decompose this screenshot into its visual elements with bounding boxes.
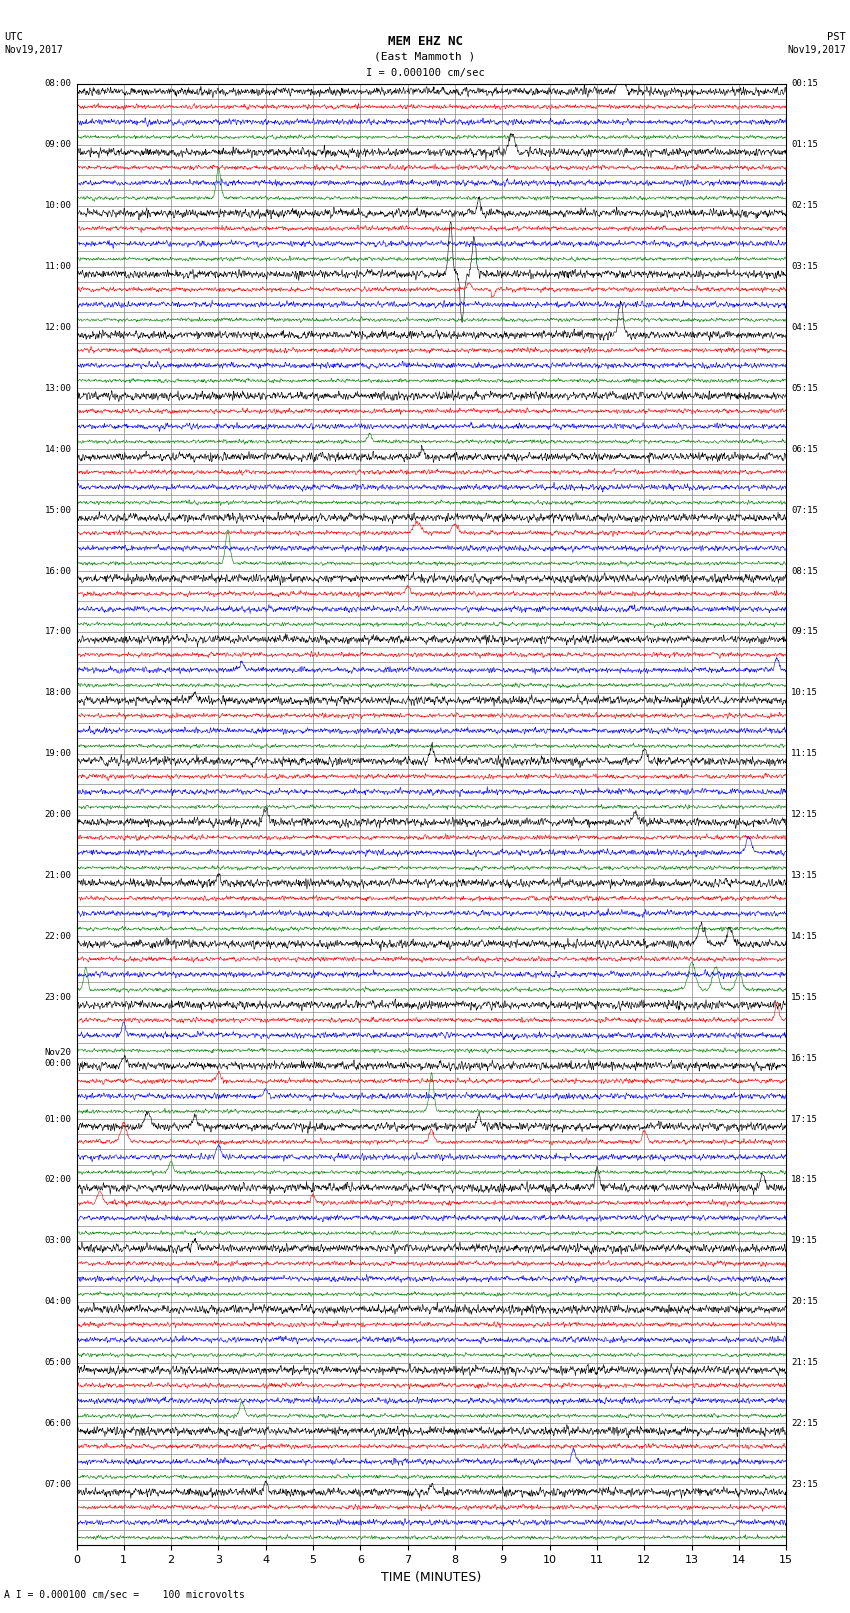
- Text: MEM EHZ NC: MEM EHZ NC: [388, 35, 462, 48]
- Text: 13:00: 13:00: [44, 384, 71, 394]
- Text: 06:15: 06:15: [791, 445, 819, 453]
- Text: 05:00: 05:00: [44, 1358, 71, 1368]
- Text: 08:15: 08:15: [791, 566, 819, 576]
- Text: 00:15: 00:15: [791, 79, 819, 89]
- Text: 05:15: 05:15: [791, 384, 819, 394]
- Text: (East Mammoth ): (East Mammoth ): [374, 52, 476, 61]
- Text: 22:00: 22:00: [44, 932, 71, 940]
- Text: 09:15: 09:15: [791, 627, 819, 637]
- Text: 10:00: 10:00: [44, 202, 71, 210]
- Text: 16:15: 16:15: [791, 1053, 819, 1063]
- Text: 14:15: 14:15: [791, 932, 819, 940]
- Text: 18:15: 18:15: [791, 1176, 819, 1184]
- Text: 03:15: 03:15: [791, 261, 819, 271]
- Text: 12:15: 12:15: [791, 810, 819, 819]
- Text: 10:15: 10:15: [791, 689, 819, 697]
- Text: 14:00: 14:00: [44, 445, 71, 453]
- Text: Nov19,2017: Nov19,2017: [4, 45, 63, 55]
- Text: 13:15: 13:15: [791, 871, 819, 881]
- Text: 07:15: 07:15: [791, 505, 819, 515]
- Text: 17:15: 17:15: [791, 1115, 819, 1124]
- Text: 08:00: 08:00: [44, 79, 71, 89]
- Text: 02:00: 02:00: [44, 1176, 71, 1184]
- Text: 12:00: 12:00: [44, 323, 71, 332]
- Text: 22:15: 22:15: [791, 1419, 819, 1428]
- Text: 06:00: 06:00: [44, 1419, 71, 1428]
- Text: 02:15: 02:15: [791, 202, 819, 210]
- Text: 19:15: 19:15: [791, 1236, 819, 1245]
- Text: PST: PST: [827, 32, 846, 42]
- Text: 16:00: 16:00: [44, 566, 71, 576]
- Text: 23:00: 23:00: [44, 992, 71, 1002]
- Text: 11:00: 11:00: [44, 261, 71, 271]
- Text: 21:15: 21:15: [791, 1358, 819, 1368]
- X-axis label: TIME (MINUTES): TIME (MINUTES): [382, 1571, 481, 1584]
- Text: 20:15: 20:15: [791, 1297, 819, 1307]
- Text: 19:00: 19:00: [44, 748, 71, 758]
- Text: UTC: UTC: [4, 32, 23, 42]
- Text: 15:00: 15:00: [44, 505, 71, 515]
- Text: 04:00: 04:00: [44, 1297, 71, 1307]
- Text: 03:00: 03:00: [44, 1236, 71, 1245]
- Text: 20:00: 20:00: [44, 810, 71, 819]
- Text: 15:15: 15:15: [791, 992, 819, 1002]
- Text: 07:00: 07:00: [44, 1479, 71, 1489]
- Text: 17:00: 17:00: [44, 627, 71, 637]
- Text: 01:15: 01:15: [791, 140, 819, 150]
- Text: 09:00: 09:00: [44, 140, 71, 150]
- Text: 23:15: 23:15: [791, 1479, 819, 1489]
- Text: A I = 0.000100 cm/sec =    100 microvolts: A I = 0.000100 cm/sec = 100 microvolts: [4, 1590, 245, 1600]
- Text: 11:15: 11:15: [791, 748, 819, 758]
- Text: 04:15: 04:15: [791, 323, 819, 332]
- Text: Nov19,2017: Nov19,2017: [787, 45, 846, 55]
- Text: I = 0.000100 cm/sec: I = 0.000100 cm/sec: [366, 68, 484, 77]
- Text: 21:00: 21:00: [44, 871, 71, 881]
- Text: 18:00: 18:00: [44, 689, 71, 697]
- Text: 01:00: 01:00: [44, 1115, 71, 1124]
- Text: Nov20
00:00: Nov20 00:00: [44, 1048, 71, 1068]
